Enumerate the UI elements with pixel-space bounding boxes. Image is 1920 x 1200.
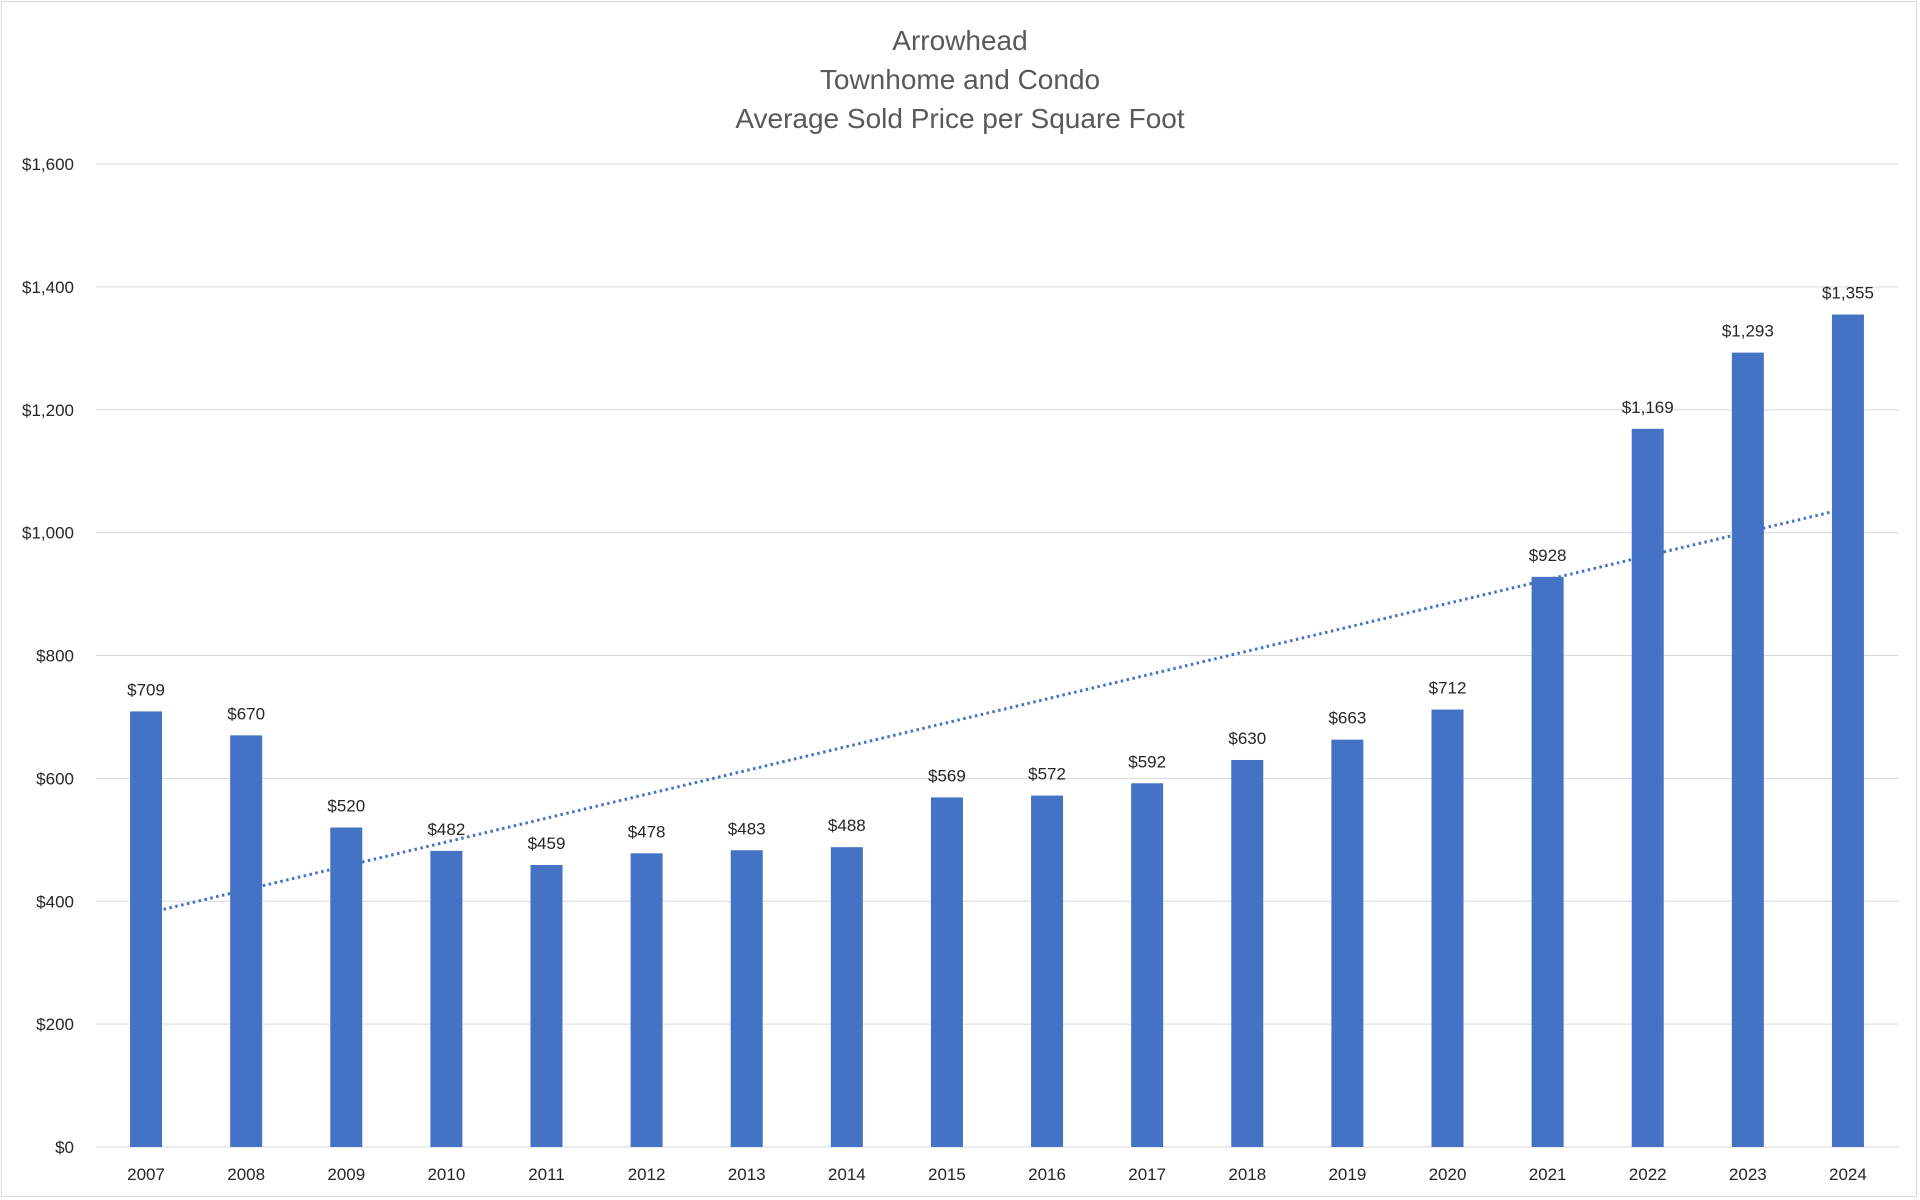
- x-tick-label: 2012: [628, 1165, 666, 1184]
- bar: [230, 735, 263, 1147]
- x-tick-label: 2014: [828, 1165, 866, 1184]
- bar-data-label: $928: [1529, 546, 1567, 565]
- x-tick-label: 2008: [227, 1165, 265, 1184]
- x-axis: 2007 2008 2009 2010 2011 2012 2013 2014 2015 2016…: [127, 1165, 1867, 1184]
- x-tick-label: 2009: [327, 1165, 365, 1184]
- bar: [730, 850, 763, 1147]
- x-tick-label: 2024: [1829, 1165, 1867, 1184]
- chart-title: Arrowhead Townhome and Condo Average Sol…: [735, 25, 1185, 134]
- bar-data-label: $709: [127, 680, 165, 699]
- chart-title-line-3: Average Sold Price per Square Foot: [735, 103, 1185, 134]
- bar: [530, 865, 563, 1147]
- bar-data-label: $483: [728, 819, 766, 838]
- x-tick-label: 2016: [1028, 1165, 1066, 1184]
- bar: [1531, 576, 1564, 1147]
- gridlines: [96, 163, 1898, 1148]
- x-tick-label: 2021: [1529, 1165, 1567, 1184]
- x-tick-label: 2015: [928, 1165, 966, 1184]
- y-tick-label: $1,400: [22, 278, 74, 297]
- bars: [130, 314, 1864, 1148]
- bar-data-label: $1,169: [1622, 398, 1674, 417]
- bar: [1331, 739, 1364, 1147]
- y-tick-label: $200: [36, 1015, 74, 1034]
- bar: [1131, 783, 1164, 1147]
- bar-data-label: $663: [1328, 709, 1366, 728]
- bar-data-label: $572: [1028, 765, 1066, 784]
- bar-data-label: $712: [1429, 679, 1467, 698]
- y-axis: $0 $200 $400 $600 $800 $1,000 $1,200 $1,400 $1,6…: [22, 155, 74, 1157]
- bar-data-label: $630: [1228, 729, 1266, 748]
- x-tick-label: 2007: [127, 1165, 165, 1184]
- x-tick-label: 2018: [1228, 1165, 1266, 1184]
- bar: [430, 850, 463, 1147]
- x-tick-label: 2010: [427, 1165, 465, 1184]
- y-tick-label: $400: [36, 892, 74, 911]
- bar-data-label: $478: [628, 822, 666, 841]
- x-tick-label: 2011: [528, 1165, 565, 1184]
- bar: [1831, 314, 1864, 1148]
- trendline: [145, 506, 1849, 915]
- bar-data-label: $1,355: [1822, 284, 1874, 303]
- x-tick-label: 2017: [1128, 1165, 1166, 1184]
- x-tick-label: 2020: [1429, 1165, 1467, 1184]
- chart-title-line-2: Townhome and Condo: [820, 64, 1100, 95]
- x-tick-label: 2023: [1729, 1165, 1767, 1184]
- bar-data-label: $592: [1128, 752, 1166, 771]
- x-tick-label: 2022: [1629, 1165, 1667, 1184]
- data-labels: $709 $670 $520 $482 $459 $478 $483 $488 $569 $572…: [127, 284, 1874, 853]
- bar-data-label: $1,293: [1722, 322, 1774, 341]
- x-tick-label: 2019: [1328, 1165, 1366, 1184]
- trendline-group: [145, 506, 1849, 915]
- bar: [1431, 709, 1464, 1147]
- x-tick-label: 2013: [728, 1165, 766, 1184]
- bar: [330, 827, 363, 1147]
- bar: [630, 853, 663, 1147]
- bar: [930, 797, 963, 1147]
- bar: [1031, 795, 1064, 1147]
- bar-data-label: $569: [928, 766, 966, 785]
- bar: [130, 711, 163, 1147]
- y-tick-label: $800: [36, 647, 74, 666]
- bar-data-label: $520: [327, 797, 365, 816]
- bar: [1631, 428, 1664, 1147]
- bar-data-label: $459: [528, 834, 566, 853]
- bar-data-label: $488: [828, 816, 866, 835]
- bar: [830, 847, 863, 1147]
- bar-data-label: $670: [227, 704, 265, 723]
- bar: [1231, 759, 1264, 1147]
- y-tick-label: $0: [55, 1138, 74, 1157]
- bar: [1731, 352, 1764, 1147]
- y-tick-label: $1,600: [22, 155, 74, 174]
- y-tick-label: $1,200: [22, 401, 74, 420]
- y-tick-label: $1,000: [22, 524, 74, 543]
- bar-data-label: $482: [427, 820, 465, 839]
- chart-title-line-1: Arrowhead: [892, 25, 1027, 56]
- y-tick-label: $600: [36, 769, 74, 788]
